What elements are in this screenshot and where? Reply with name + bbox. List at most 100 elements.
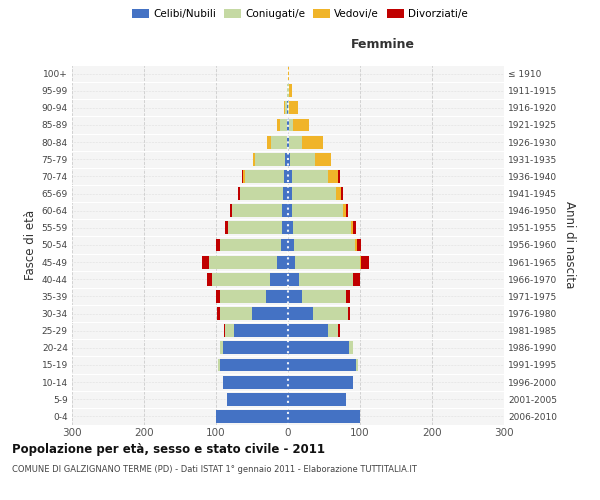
- Bar: [283, 187, 288, 200]
- Bar: [302, 136, 323, 148]
- Bar: [288, 67, 289, 80]
- Bar: [287, 136, 288, 148]
- Bar: [220, 238, 281, 252]
- Bar: [288, 153, 290, 166]
- Bar: [288, 222, 293, 234]
- Bar: [288, 358, 356, 372]
- Bar: [338, 324, 340, 337]
- Bar: [284, 102, 285, 114]
- Bar: [226, 222, 228, 234]
- Bar: [288, 290, 302, 303]
- Bar: [348, 307, 350, 320]
- Bar: [216, 238, 220, 252]
- Bar: [288, 324, 328, 337]
- Bar: [216, 410, 288, 423]
- Bar: [328, 170, 338, 183]
- Bar: [288, 204, 292, 217]
- Bar: [240, 187, 283, 200]
- Bar: [282, 222, 288, 234]
- Bar: [220, 290, 266, 303]
- Bar: [357, 238, 361, 252]
- Bar: [290, 153, 316, 166]
- Bar: [223, 376, 288, 388]
- Bar: [202, 256, 209, 268]
- Bar: [360, 256, 361, 268]
- Bar: [238, 187, 240, 200]
- Y-axis label: Fasce di età: Fasce di età: [25, 210, 37, 280]
- Bar: [280, 118, 287, 132]
- Bar: [338, 170, 340, 183]
- Bar: [293, 118, 309, 132]
- Bar: [292, 187, 335, 200]
- Bar: [206, 273, 212, 285]
- Bar: [217, 307, 220, 320]
- Bar: [302, 290, 346, 303]
- Bar: [316, 153, 331, 166]
- Bar: [294, 238, 355, 252]
- Bar: [292, 170, 328, 183]
- Bar: [282, 204, 288, 217]
- Bar: [270, 273, 288, 285]
- Bar: [277, 118, 280, 132]
- Bar: [289, 84, 292, 97]
- Text: COMUNE DI GALZIGNANO TERME (PD) - Dati ISTAT 1° gennaio 2011 - Elaborazione TUTT: COMUNE DI GALZIGNANO TERME (PD) - Dati I…: [12, 466, 417, 474]
- Bar: [292, 204, 343, 217]
- Bar: [271, 136, 287, 148]
- Bar: [335, 187, 341, 200]
- Bar: [293, 222, 350, 234]
- Bar: [232, 204, 282, 217]
- Bar: [230, 204, 232, 217]
- Bar: [288, 118, 289, 132]
- Bar: [349, 342, 353, 354]
- Bar: [287, 84, 288, 97]
- Bar: [288, 187, 292, 200]
- Bar: [350, 222, 353, 234]
- Bar: [295, 256, 360, 268]
- Bar: [223, 342, 288, 354]
- Bar: [288, 273, 299, 285]
- Bar: [285, 153, 288, 166]
- Bar: [288, 136, 289, 148]
- Bar: [212, 273, 270, 285]
- Bar: [281, 238, 288, 252]
- Bar: [288, 342, 349, 354]
- Bar: [343, 204, 346, 217]
- Bar: [288, 376, 353, 388]
- Legend: Celibi/Nubili, Coniugati/e, Vedovi/e, Divorziati/e: Celibi/Nubili, Coniugati/e, Vedovi/e, Di…: [128, 5, 472, 24]
- Bar: [356, 358, 358, 372]
- Bar: [209, 256, 277, 268]
- Bar: [216, 290, 220, 303]
- Bar: [288, 170, 292, 183]
- Bar: [288, 410, 360, 423]
- Bar: [346, 204, 349, 217]
- Bar: [341, 187, 343, 200]
- Bar: [285, 102, 287, 114]
- Bar: [288, 393, 346, 406]
- Bar: [255, 153, 285, 166]
- Bar: [220, 307, 252, 320]
- Bar: [289, 136, 302, 148]
- Bar: [289, 118, 293, 132]
- Bar: [266, 290, 288, 303]
- Bar: [288, 84, 289, 97]
- Bar: [234, 324, 288, 337]
- Bar: [267, 136, 271, 148]
- Y-axis label: Anni di nascita: Anni di nascita: [563, 202, 576, 288]
- Bar: [284, 170, 288, 183]
- Bar: [244, 170, 245, 183]
- Bar: [288, 256, 295, 268]
- Bar: [220, 358, 288, 372]
- Bar: [328, 324, 338, 337]
- Bar: [353, 273, 360, 285]
- Bar: [287, 118, 288, 132]
- Bar: [277, 256, 288, 268]
- Bar: [218, 358, 220, 372]
- Bar: [361, 256, 368, 268]
- Bar: [288, 238, 294, 252]
- Text: Popolazione per età, sesso e stato civile - 2011: Popolazione per età, sesso e stato civil…: [12, 442, 325, 456]
- Bar: [289, 102, 298, 114]
- Bar: [353, 222, 356, 234]
- Text: Femmine: Femmine: [351, 38, 415, 51]
- Bar: [228, 222, 282, 234]
- Bar: [299, 273, 353, 285]
